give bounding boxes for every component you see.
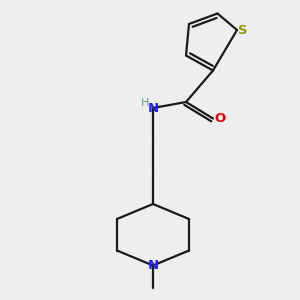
Text: N: N	[147, 259, 159, 272]
Text: H: H	[140, 98, 149, 108]
Text: O: O	[214, 112, 225, 125]
Text: N: N	[148, 102, 159, 115]
Text: S: S	[238, 23, 247, 37]
